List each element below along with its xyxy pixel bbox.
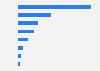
Bar: [18, 54, 20, 58]
Bar: [18, 38, 28, 41]
Bar: [18, 13, 50, 17]
Bar: [18, 5, 91, 9]
Bar: [18, 62, 20, 66]
Bar: [18, 21, 38, 25]
Bar: [18, 46, 22, 50]
Bar: [18, 30, 34, 33]
